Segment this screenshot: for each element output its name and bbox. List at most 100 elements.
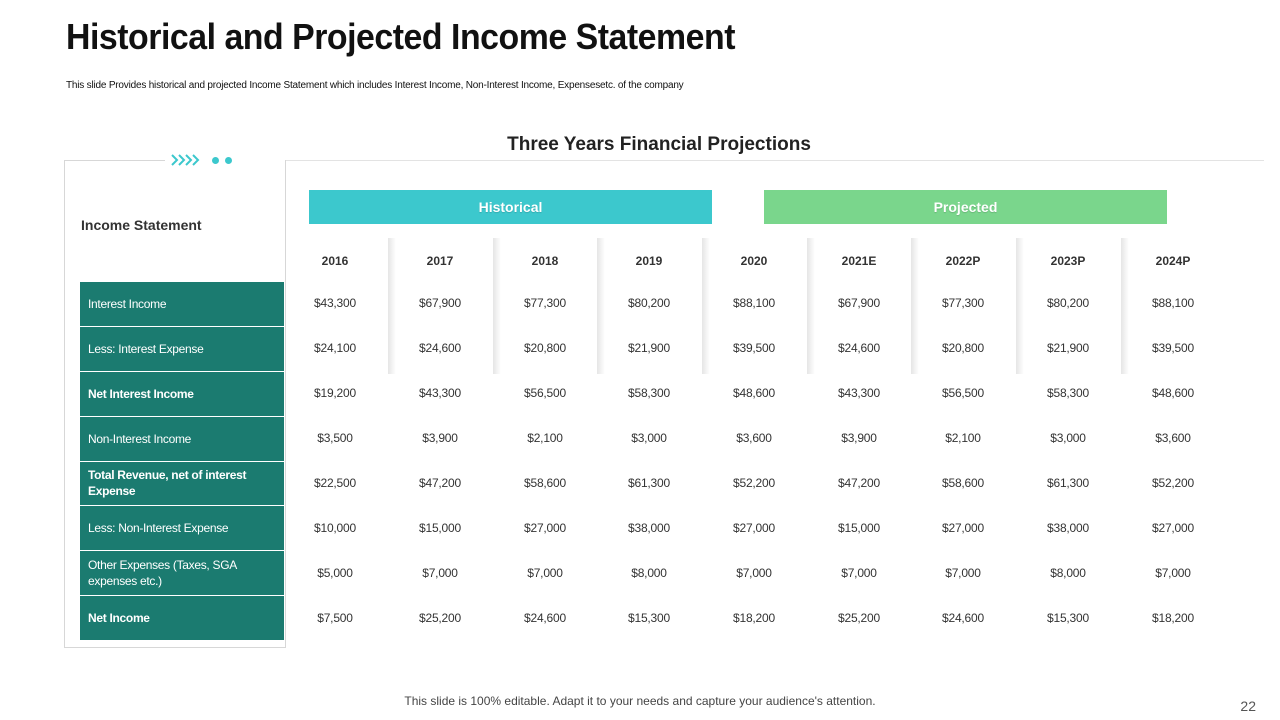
table-cell: $8,000 — [1050, 565, 1086, 580]
table-cell: $80,200 — [1047, 296, 1089, 311]
table-cell: $22,500 — [314, 475, 356, 490]
table-cell: $21,900 — [628, 341, 670, 356]
page-subtitle: This slide Provides historical and proje… — [66, 80, 684, 91]
table-cell: $7,000 — [736, 565, 772, 580]
table-cell: $24,600 — [942, 610, 984, 625]
column-separator — [807, 238, 815, 374]
column-separator — [493, 238, 501, 374]
table-cell: $24,600 — [524, 610, 566, 625]
table-cell: $3,900 — [422, 431, 458, 446]
table-cell: $7,000 — [422, 565, 458, 580]
page-number: 22 — [1240, 698, 1256, 714]
table-cell: $48,600 — [733, 386, 775, 401]
table-cell: $20,800 — [942, 341, 984, 356]
table-cell: $80,200 — [628, 296, 670, 311]
table-cell: $67,900 — [838, 296, 880, 311]
table-cell: $7,000 — [1155, 565, 1191, 580]
table-cell: $3,600 — [1155, 431, 1191, 446]
table-cell: $20,800 — [524, 341, 566, 356]
table-cell: $18,200 — [1152, 610, 1194, 625]
row-label: Net Interest Income — [80, 371, 284, 417]
table-cell: $43,300 — [314, 296, 356, 311]
table-cell: $39,500 — [733, 341, 775, 356]
table-cell: $47,200 — [838, 475, 880, 490]
column-separator — [1016, 238, 1024, 374]
table-cell: $27,000 — [942, 520, 984, 535]
chevrons-icon — [171, 154, 200, 166]
table-cell: $24,600 — [838, 341, 880, 356]
table-cell: $77,300 — [942, 296, 984, 311]
historical-band: Historical — [309, 190, 712, 224]
column-header: 2017 — [426, 254, 454, 268]
column-header: 2016 — [321, 254, 349, 268]
table-cell: $88,100 — [733, 296, 775, 311]
column-separator — [388, 238, 396, 374]
table-cell: $38,000 — [1047, 520, 1089, 535]
column-header: 2023P — [1050, 254, 1086, 268]
decorative-arrows — [168, 150, 242, 170]
table-cell: $2,100 — [945, 431, 981, 446]
table-cell: $3,900 — [841, 431, 877, 446]
row-label: Other Expenses (Taxes, SGA expenses etc.… — [80, 551, 284, 597]
table-cell: $7,000 — [945, 565, 981, 580]
table-cell: $56,500 — [942, 386, 984, 401]
column-header: 2021E — [841, 254, 877, 268]
table-cell: $25,200 — [419, 610, 461, 625]
table-cell: $52,200 — [733, 475, 775, 490]
table-cell: $7,500 — [317, 610, 353, 625]
table-cell: $15,300 — [1047, 610, 1089, 625]
table-cell: $3,000 — [631, 431, 667, 446]
table-cell: $58,600 — [524, 475, 566, 490]
table-cell: $8,000 — [631, 565, 667, 580]
table-cell: $67,900 — [419, 296, 461, 311]
table-cell: $15,000 — [419, 520, 461, 535]
row-label-list: Interest Income Less: Interest Expense Net… — [80, 282, 284, 641]
table-cell: $58,300 — [628, 386, 670, 401]
row-label: Less: Interest Expense — [80, 326, 284, 372]
table-cell: $3,000 — [1050, 431, 1086, 446]
table-cell: $27,000 — [524, 520, 566, 535]
table-cell: $21,900 — [1047, 341, 1089, 356]
statement-label: Income Statement — [81, 217, 202, 233]
dot-icon — [225, 156, 232, 164]
table-cell: $58,300 — [1047, 386, 1089, 401]
footer-note: This slide is 100% editable. Adapt it to… — [404, 694, 876, 708]
table-cell: $52,200 — [1152, 475, 1194, 490]
table-cell: $15,300 — [628, 610, 670, 625]
table-cell: $56,500 — [524, 386, 566, 401]
row-label: Less: Non-Interest Expense — [80, 506, 284, 552]
column-header: 2022P — [945, 254, 981, 268]
table-cell: $18,200 — [733, 610, 775, 625]
column-separator — [1121, 238, 1129, 374]
table-cell: $27,000 — [733, 520, 775, 535]
projected-band: Projected — [764, 190, 1167, 224]
table-cell: $43,300 — [419, 386, 461, 401]
table-cell: $7,000 — [841, 565, 877, 580]
top-divider — [286, 160, 1264, 161]
table-cell: $39,500 — [1152, 341, 1194, 356]
dot-icon — [212, 156, 219, 164]
section-title: Three Years Financial Projections — [507, 134, 811, 155]
column-separator — [911, 238, 919, 374]
column-header: 2020 — [740, 254, 768, 268]
table-cell: $7,000 — [527, 565, 563, 580]
table-cell: $58,600 — [942, 475, 984, 490]
table-cell: $3,600 — [736, 431, 772, 446]
table-cell: $77,300 — [524, 296, 566, 311]
table-cell: $24,600 — [419, 341, 461, 356]
table-cell: $15,000 — [838, 520, 880, 535]
table-cell: $88,100 — [1152, 296, 1194, 311]
column-header: 2019 — [635, 254, 663, 268]
table-cell: $47,200 — [419, 475, 461, 490]
table-cell: $5,000 — [317, 565, 353, 580]
row-label: Total Revenue, net of interest Expense — [80, 461, 284, 507]
table-cell: $10,000 — [314, 520, 356, 535]
table-cell: $38,000 — [628, 520, 670, 535]
row-label: Interest Income — [80, 282, 284, 327]
table-cell: $27,000 — [1152, 520, 1194, 535]
row-label: Net Income — [80, 596, 284, 641]
column-separator — [702, 238, 710, 374]
page-title: Historical and Projected Income Statemen… — [66, 16, 736, 57]
table-cell: $61,300 — [628, 475, 670, 490]
table-cell: $43,300 — [838, 386, 880, 401]
